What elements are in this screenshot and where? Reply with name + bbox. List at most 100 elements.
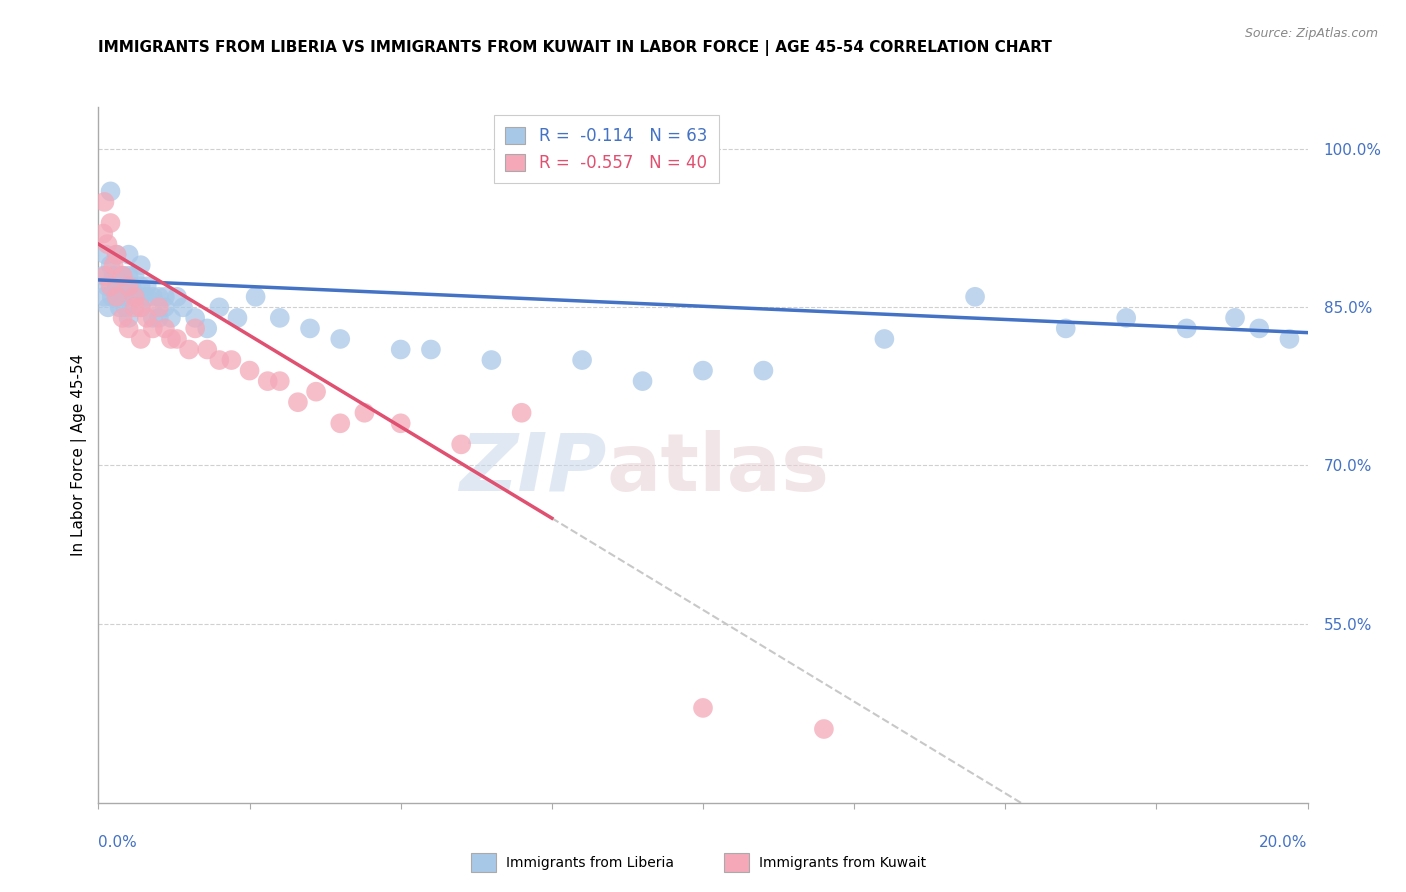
Point — [305, 384, 328, 399]
Point — [1249, 321, 1271, 335]
Text: Source: ZipAtlas.com: Source: ZipAtlas.com — [1244, 27, 1378, 40]
Point — [118, 247, 141, 261]
Point — [100, 185, 122, 199]
Point — [93, 290, 115, 304]
Point — [118, 279, 141, 293]
Point — [105, 247, 128, 261]
Point — [129, 258, 152, 272]
Point — [124, 268, 146, 283]
Text: ZIP: ZIP — [458, 430, 606, 508]
Point — [142, 321, 165, 335]
Point — [389, 343, 412, 357]
Point — [1223, 310, 1246, 325]
Point — [142, 310, 165, 325]
Point — [752, 363, 775, 377]
Point — [1054, 321, 1077, 335]
Point — [153, 290, 176, 304]
Point — [111, 279, 134, 293]
Point — [419, 343, 441, 357]
Point — [184, 310, 207, 325]
Point — [166, 332, 188, 346]
Point — [105, 279, 128, 293]
Point — [97, 301, 120, 315]
Point — [121, 279, 143, 293]
Point — [1278, 332, 1301, 346]
Point — [1175, 321, 1198, 335]
Point — [153, 301, 176, 315]
Point — [100, 258, 122, 272]
Text: Immigrants from Liberia: Immigrants from Liberia — [506, 855, 673, 870]
Point — [329, 417, 352, 431]
Point — [100, 290, 122, 304]
Point — [965, 290, 987, 304]
Point — [245, 290, 267, 304]
Point — [208, 301, 231, 315]
Point — [813, 722, 835, 736]
Point — [269, 374, 291, 388]
Y-axis label: In Labor Force | Age 45-54: In Labor Force | Age 45-54 — [72, 354, 87, 556]
Point — [510, 406, 533, 420]
Point — [111, 290, 134, 304]
Point — [111, 268, 134, 283]
Point — [105, 290, 128, 304]
Point — [96, 237, 118, 252]
Point — [111, 310, 134, 325]
Point — [96, 279, 118, 293]
Point — [129, 301, 152, 315]
Point — [226, 310, 249, 325]
Point — [160, 332, 183, 346]
Point — [94, 247, 117, 261]
Point — [103, 258, 125, 272]
Point — [353, 406, 375, 420]
Point — [389, 417, 412, 431]
Point — [111, 268, 134, 283]
Point — [114, 301, 136, 315]
Point — [107, 279, 129, 293]
Point — [873, 332, 896, 346]
Point — [94, 268, 117, 283]
Point — [571, 353, 593, 368]
Point — [184, 321, 207, 335]
Point — [135, 310, 157, 325]
Text: atlas: atlas — [606, 430, 830, 508]
Point — [239, 363, 262, 377]
Point — [124, 290, 146, 304]
Point — [124, 301, 146, 315]
Point — [287, 395, 309, 409]
Point — [142, 290, 165, 304]
Point — [105, 290, 128, 304]
Text: IMMIGRANTS FROM LIBERIA VS IMMIGRANTS FROM KUWAIT IN LABOR FORCE | AGE 45-54 COR: IMMIGRANTS FROM LIBERIA VS IMMIGRANTS FR… — [98, 40, 1052, 56]
Point — [1115, 310, 1137, 325]
Point — [481, 353, 503, 368]
Point — [118, 310, 141, 325]
Point — [153, 321, 176, 335]
Point — [256, 374, 278, 388]
Point — [118, 321, 141, 335]
Legend: R =  -0.114   N = 63, R =  -0.557   N = 40: R = -0.114 N = 63, R = -0.557 N = 40 — [494, 115, 718, 184]
Point — [148, 290, 170, 304]
Text: Immigrants from Kuwait: Immigrants from Kuwait — [759, 855, 927, 870]
Point — [91, 227, 114, 241]
Point — [692, 363, 714, 377]
Point — [692, 701, 714, 715]
Point — [118, 268, 141, 283]
Point — [135, 279, 157, 293]
Point — [166, 290, 188, 304]
Point — [160, 310, 183, 325]
Point — [329, 332, 352, 346]
Point — [124, 290, 146, 304]
Point — [299, 321, 322, 335]
Point — [91, 268, 114, 283]
Point — [208, 353, 231, 368]
Point — [450, 437, 472, 451]
Text: 20.0%: 20.0% — [1260, 836, 1308, 850]
Point — [129, 301, 152, 315]
Point — [100, 216, 122, 230]
Point — [108, 301, 131, 315]
Point — [129, 332, 152, 346]
Point — [100, 279, 122, 293]
Point — [148, 310, 170, 325]
Point — [105, 247, 128, 261]
Text: 0.0%: 0.0% — [98, 836, 138, 850]
Point — [631, 374, 654, 388]
